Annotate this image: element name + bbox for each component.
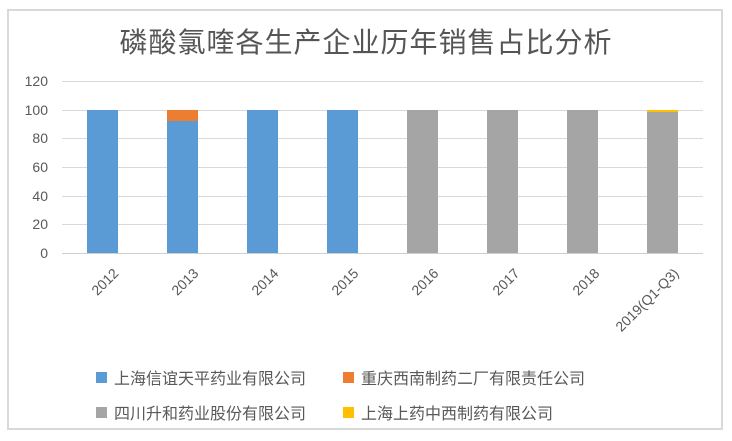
legend-label: 四川升和药业股份有限公司 [114,406,307,423]
legend-item: 重庆西南制药二厂有限责任公司 [343,365,585,389]
legend-item: 四川升和药业股份有限公司 [96,400,306,424]
gridline-y-60 [62,167,703,168]
bar-segment [487,109,519,253]
bar-segment [326,109,358,253]
y-axis-tick-label: 40 [32,187,48,204]
legend-label: 上海信谊天平药业有限公司 [114,371,307,388]
y-axis-tick-label: 60 [32,159,48,175]
legend-swatch-icon [96,406,107,418]
gridline-y-0 [62,253,703,254]
gridline-y-120 [62,81,703,82]
y-axis-tick-label: 100 [24,101,48,118]
legend-label: 重庆西南制药二厂有限责任公司 [361,371,586,388]
bar-segment [86,109,118,253]
bar-segment [166,109,198,122]
legend-swatch-icon [343,406,354,418]
y-axis-tick-label: 120 [24,73,48,89]
bar-segment [647,111,679,253]
chart-frame [7,9,723,430]
bar-segment [246,109,278,253]
bar-segment [647,109,679,112]
legend-item: 上海上药中西制药有限公司 [343,400,553,424]
y-axis-tick-label: 80 [32,130,48,147]
gridline-y-20 [62,224,703,226]
gridline-y-40 [62,195,703,197]
bar-segment [567,109,599,253]
gridline-y-100 [62,109,703,111]
y-axis-tick-label: 20 [32,216,48,233]
legend-item: 上海信谊天平药业有限公司 [96,365,306,389]
bar-segment [407,109,439,253]
bar-segment [166,121,198,253]
legend-label: 上海上药中西制药有限公司 [361,406,554,423]
legend-swatch-icon [343,371,354,383]
y-axis-tick-label: 0 [40,245,48,261]
gridline-y-80 [62,138,703,140]
chart-title: 磷酸氯喹各生产企业历年销售占比分析 [119,27,613,58]
legend-swatch-icon [96,371,107,383]
